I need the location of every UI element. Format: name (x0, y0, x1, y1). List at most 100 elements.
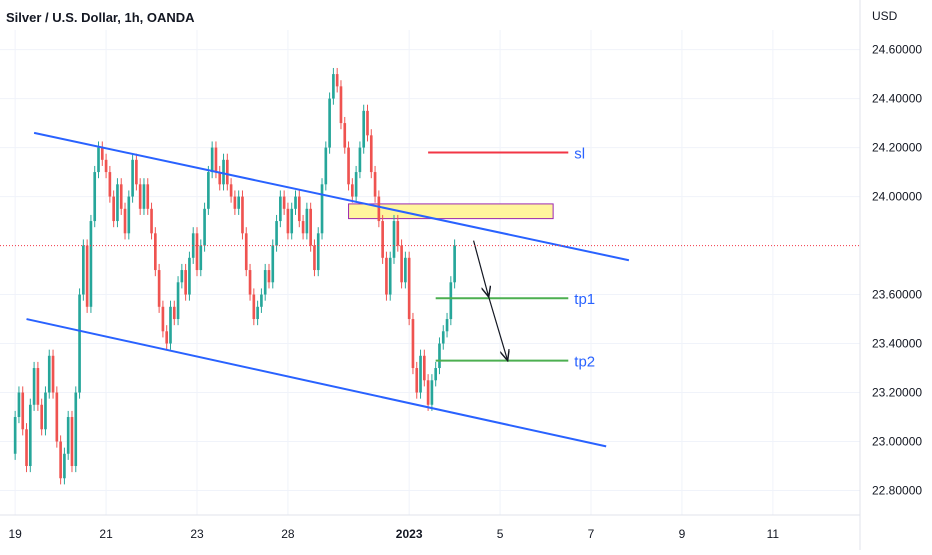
candle-body (286, 208, 290, 234)
candle-body (188, 257, 191, 295)
candle-body (100, 147, 104, 160)
candle-body (78, 294, 81, 393)
candle-body (271, 245, 275, 283)
candle-body (146, 184, 150, 209)
candle-body (131, 159, 134, 197)
chart-title: Silver / U.S. Dollar, 1h, OANDA (6, 10, 195, 25)
candle-body (40, 404, 43, 430)
candle-body (63, 453, 66, 479)
candle-body (385, 257, 388, 295)
candle-body (135, 159, 138, 185)
candle-body (142, 184, 146, 209)
candle-body (154, 233, 157, 271)
y-tick-label: 24.20000 (872, 141, 922, 155)
candle-body (324, 147, 328, 185)
candle-body (97, 147, 100, 173)
y-tick-label: 23.20000 (872, 386, 922, 400)
candle-body (138, 184, 142, 209)
candle-body (244, 233, 248, 271)
resistance-zone[interactable] (348, 203, 554, 220)
candle-body (237, 196, 241, 209)
candle-body (36, 368, 40, 405)
candle-body (123, 208, 127, 234)
candle-body (85, 245, 89, 307)
candle-body (199, 245, 203, 271)
candle-body (347, 147, 350, 185)
candle-body (165, 331, 169, 344)
candle-body (203, 208, 206, 246)
candle-body (279, 196, 282, 222)
candle-body (305, 208, 309, 234)
candle-body (282, 196, 286, 209)
candle-body (233, 196, 237, 209)
candle-body (275, 221, 278, 246)
candle-body (297, 196, 301, 222)
candle-body (381, 221, 384, 258)
candle-body (172, 306, 176, 320)
candle-body (28, 404, 32, 467)
candle-body (309, 208, 312, 246)
candle-body (358, 147, 362, 173)
candle-body (161, 306, 165, 332)
x-tick-label: 19 (8, 527, 22, 541)
candle-body (252, 294, 256, 320)
candle-body (335, 74, 339, 87)
x-tick-label: 11 (767, 527, 780, 541)
grid (0, 30, 860, 515)
candle-body (150, 208, 153, 234)
y-tick-label: 22.80000 (872, 484, 922, 498)
candle-body (32, 368, 36, 405)
candle-body (415, 368, 419, 393)
candle-body (176, 282, 180, 320)
candle-body (180, 270, 184, 283)
candle-body (157, 270, 161, 307)
candle-body (430, 380, 434, 405)
candle-body (260, 294, 263, 307)
candle-body (407, 257, 411, 320)
candle-body (419, 355, 422, 393)
candle-body (267, 270, 271, 283)
candle-body (373, 172, 377, 197)
candle-body (66, 417, 70, 454)
candle-body (411, 319, 415, 369)
currency-label: USD (872, 9, 898, 23)
candle-body (316, 233, 320, 271)
projection-arrow-1 (472, 240, 489, 297)
candle-body (445, 319, 449, 332)
candle-body (328, 98, 331, 148)
candle-body (218, 172, 222, 185)
candle-body (392, 221, 396, 258)
sl-label: sl (574, 145, 585, 162)
candle-body (320, 184, 324, 234)
candle-body (119, 184, 123, 209)
candle-body (47, 355, 51, 393)
y-tick-label: 24.00000 (872, 190, 922, 204)
current-price: 23.7996515:33 (0, 233, 930, 266)
candle-body (290, 208, 294, 234)
candles (13, 67, 456, 485)
candle-body (59, 441, 62, 479)
candle-body (400, 245, 403, 283)
y-tick-label: 24.40000 (872, 92, 922, 106)
candle-body (82, 245, 85, 295)
supply-zone-rect (348, 203, 554, 220)
price-axis-panel (860, 0, 932, 550)
candle-body (449, 282, 453, 320)
candle-body (294, 196, 297, 209)
tp1-label: tp1 (574, 291, 595, 308)
drawings[interactable]: sl tp1 tp2 (26, 131, 630, 448)
candle-body (25, 429, 28, 467)
candle-body (17, 392, 21, 418)
candle-body (441, 331, 445, 344)
candle-body (195, 233, 199, 271)
x-tick-label: 28 (281, 527, 295, 541)
x-tick-label: 23 (190, 527, 204, 541)
x-tick-label: 7 (588, 527, 595, 541)
candle-body (229, 184, 233, 197)
candle-body (44, 392, 47, 430)
candle-body (112, 196, 115, 222)
channel-upper-line (33, 131, 630, 262)
candle-body (388, 257, 392, 295)
